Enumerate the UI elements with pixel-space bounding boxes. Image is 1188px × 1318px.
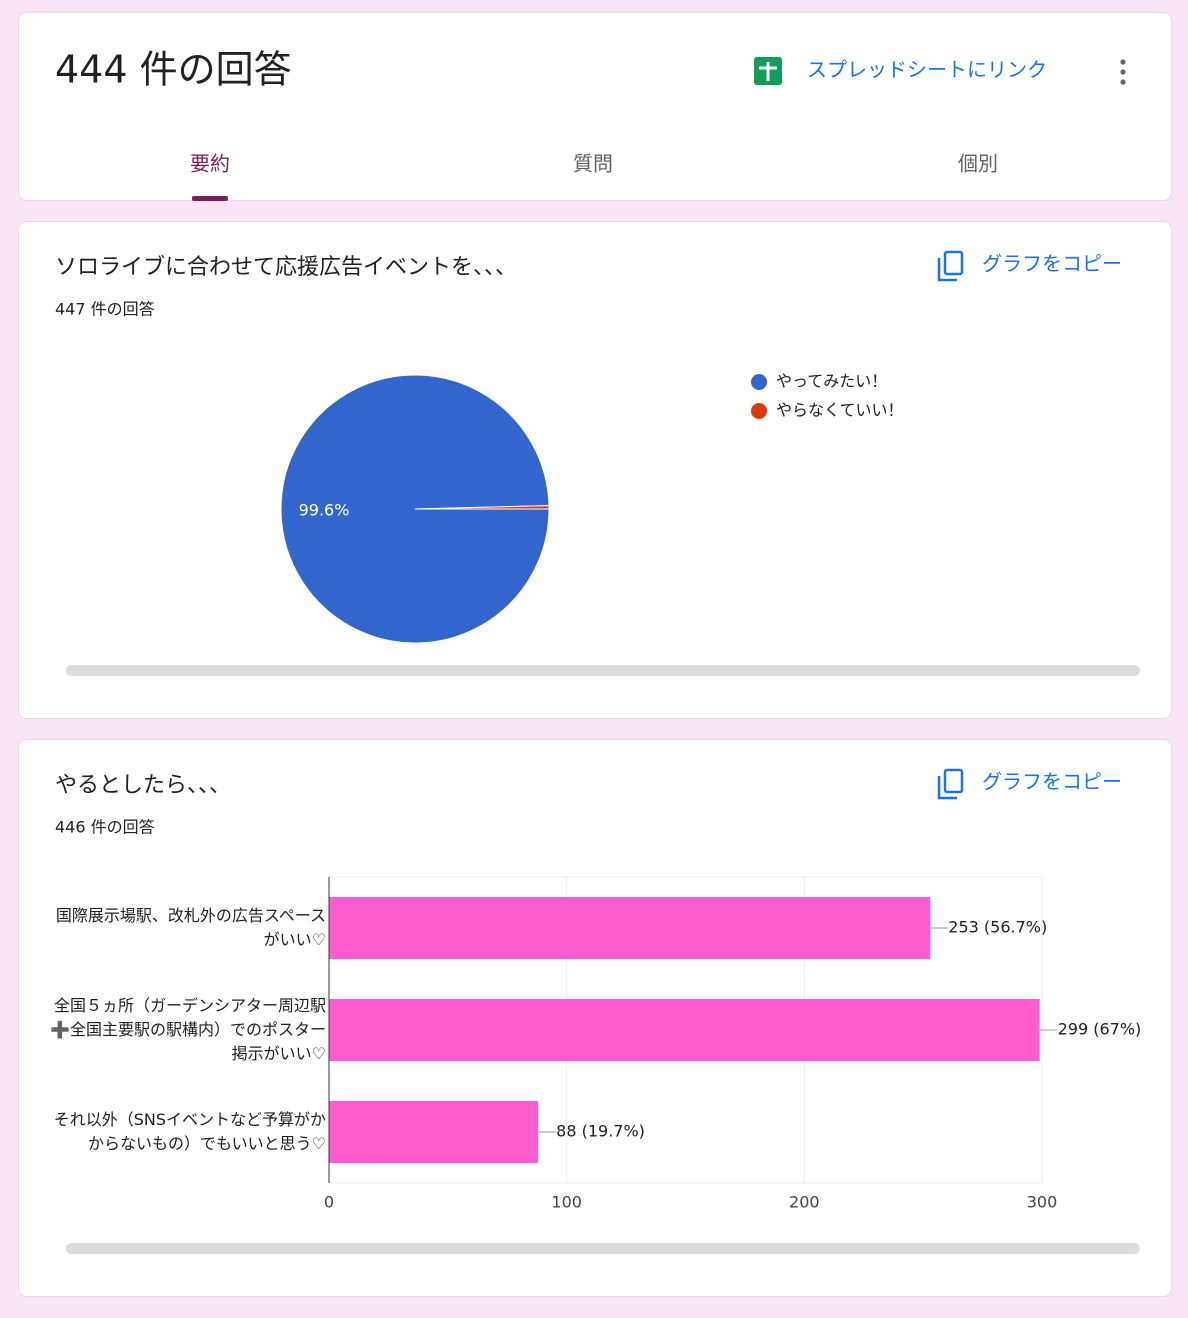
- scrollbar: [66, 665, 1140, 676]
- value-label: 253 (56.7%): [948, 918, 1047, 937]
- slice-label: 99.6%: [299, 501, 350, 520]
- legend-marker: [751, 403, 767, 419]
- value-label: 299 (67%): [1058, 1020, 1142, 1039]
- category-label: 国際展示場駅、改札外の広告スペースがいい♡: [55, 906, 326, 949]
- scrollbar: [66, 1243, 1140, 1254]
- bar: [329, 999, 1040, 1061]
- category-label: 全国５ヵ所（ガーデンシアター周辺駅➕全国主要駅の駅構内）でのポスター掲示がいい♡: [50, 996, 326, 1063]
- pie-card: [18, 221, 1172, 719]
- chart-title: ソロライブに合わせて応援広告イベントを、、、: [55, 255, 517, 280]
- category-label-text: 国際展示場駅、改札外の広告スペースがいい♡: [55, 906, 326, 949]
- bar: [329, 897, 931, 959]
- bar: [329, 1101, 539, 1163]
- chart-subtitle: 446 件の回答: [55, 818, 155, 837]
- header-card: [18, 12, 1172, 201]
- legend-marker: [751, 374, 767, 390]
- chart-title: やるとしたら、、、: [55, 773, 231, 798]
- pie-slice: [414, 505, 550, 510]
- copy-button[interactable]: グラフをコピー: [982, 252, 1122, 276]
- sheet-link[interactable]: スプレッドシートにリンク: [807, 58, 1047, 82]
- value-label: 88 (19.7%): [556, 1122, 645, 1141]
- x-tick-label: 100: [551, 1193, 582, 1212]
- category-label-text: 全国５ヵ所（ガーデンシアター周辺駅➕全国主要駅の駅構内）でのポスター掲示がいい♡: [50, 996, 326, 1063]
- response-count: 444 件の回答: [55, 48, 292, 92]
- more-menu[interactable]: [1120, 59, 1126, 85]
- category-label: それ以外（SNSイベントなど予算がかからないもの）でもいいと思う♡: [53, 1110, 326, 1153]
- category-label-text: それ以外（SNSイベントなど予算がかからないもの）でもいいと思う♡: [53, 1110, 326, 1153]
- copy-button[interactable]: グラフをコピー: [982, 770, 1122, 794]
- chart-subtitle: 447 件の回答: [55, 300, 155, 319]
- tab[interactable]: 個別: [958, 152, 998, 176]
- x-tick-label: 0: [324, 1193, 334, 1212]
- tab[interactable]: 質問: [573, 152, 613, 176]
- tab-indicator: [192, 196, 228, 201]
- copy-icon[interactable]: [937, 768, 964, 800]
- x-tick-label: 300: [1027, 1193, 1058, 1212]
- tab[interactable]: 要約: [190, 152, 230, 176]
- legend-label: やらなくていい！: [776, 401, 904, 420]
- x-tick-label: 200: [789, 1193, 820, 1212]
- legend-label: やってみたい！: [776, 372, 887, 391]
- sheets-icon[interactable]: [754, 57, 782, 85]
- copy-icon[interactable]: [937, 250, 964, 282]
